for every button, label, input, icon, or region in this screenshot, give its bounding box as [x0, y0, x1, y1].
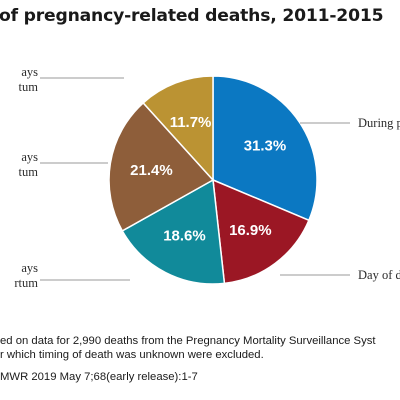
category-label-2: Day of d	[358, 268, 400, 282]
leader-lines	[40, 77, 350, 281]
slice-value-label-1: 31.3%	[244, 137, 287, 154]
category-labels: During p Day of d ays rtum ays tum ays tum	[14, 65, 400, 290]
category-label-5: ays tum	[19, 65, 39, 94]
slice-value-label-3: 18.6%	[163, 227, 206, 244]
pie-slice-2	[212, 178, 310, 285]
chart-title: of pregnancy-related deaths, 2011-2015	[0, 6, 384, 26]
category-label-4: ays tum	[19, 150, 39, 179]
footnote-line-1: ed on data for 2,990 deaths from the Pre…	[0, 335, 376, 347]
slice-value-labels: 31.3% 16.9% 18.6% 21.4% 11.7%	[130, 114, 286, 245]
pie-slice-3	[121, 178, 226, 285]
source-note: MWR 2019 May 7;68(early release):1-7	[0, 371, 198, 383]
slice-value-label-2: 16.9%	[229, 222, 272, 239]
footnote-line-2: r which timing of death was unknown were…	[0, 349, 264, 361]
slice-value-label-4: 21.4%	[130, 162, 173, 179]
category-label-1: During p	[358, 116, 400, 130]
pie-wedges	[108, 75, 318, 285]
category-label-3: ays rtum	[14, 261, 38, 290]
pie-slice-5	[142, 75, 214, 182]
pie-slice-1	[212, 75, 318, 222]
pie-slice-4	[108, 101, 215, 232]
slice-value-label-5: 11.7%	[170, 114, 212, 131]
